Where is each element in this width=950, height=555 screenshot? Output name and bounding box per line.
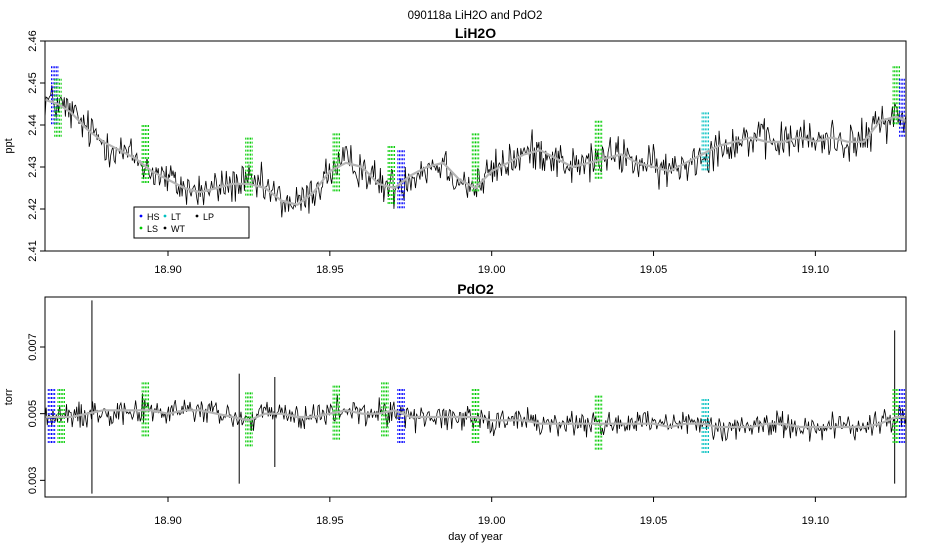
plot-frame	[44, 296, 907, 498]
legend-marker	[139, 226, 143, 230]
y-tick-label: 2.45	[27, 72, 39, 93]
x-tick-label: 19.00	[478, 515, 506, 527]
x-tick-label: 19.00	[478, 264, 506, 276]
panel-pdo2: PdO2 torr day of year 18.90 18.95 19.00 19.05 1…	[3, 281, 907, 543]
legend: HS LT LP LS WT	[133, 206, 250, 239]
legend-label: LS	[147, 224, 158, 234]
x-tick-label: 19.10	[802, 264, 830, 276]
y-tick-label: 2.44	[27, 114, 39, 135]
series-smoothed-line	[45, 409, 906, 429]
legend-marker	[139, 214, 143, 218]
y-tick-label: 2.43	[27, 156, 39, 177]
legend-label: HS	[147, 212, 160, 222]
x-tick-label: 19.10	[802, 515, 830, 527]
figure-title: 090118a LiH2O and PdO2	[408, 10, 543, 22]
series-smoothed-line	[44, 98, 907, 206]
legend-label: LP	[203, 212, 214, 222]
legend-marker	[163, 214, 167, 218]
y-tick-label: 2.46	[27, 30, 39, 51]
legend-marker	[163, 226, 167, 230]
x-axis-label: day of year	[448, 531, 503, 543]
y-tick-label: 0.007	[27, 333, 39, 361]
legend-marker	[195, 214, 199, 218]
plot-frame	[44, 40, 907, 252]
y-tick-label: 2.41	[27, 240, 39, 261]
legend-box	[133, 206, 250, 239]
x-tick-label: 19.05	[640, 264, 668, 276]
legend-label: LT	[171, 212, 181, 222]
legend-label: WT	[171, 224, 185, 234]
y-tick-label: 0.003	[27, 467, 39, 495]
y-tick-label: 0.005	[27, 400, 39, 428]
x-tick-label: 18.90	[154, 264, 182, 276]
x-tick-label: 18.95	[316, 515, 344, 527]
panel-title: LiH2O	[455, 25, 496, 41]
panel-lih2o: LiH2O ppt 18.90 18.95 19.00 19.05 19.10 2.41 2.4…	[3, 25, 907, 276]
x-tick-label: 18.95	[316, 264, 344, 276]
x-tick-label: 19.05	[640, 515, 668, 527]
y-axis-label: ppt	[3, 138, 15, 153]
panel-title: PdO2	[457, 281, 494, 297]
y-tick-label: 2.42	[27, 198, 39, 219]
x-tick-label: 18.90	[154, 515, 182, 527]
y-axis-label: torr	[3, 388, 15, 405]
